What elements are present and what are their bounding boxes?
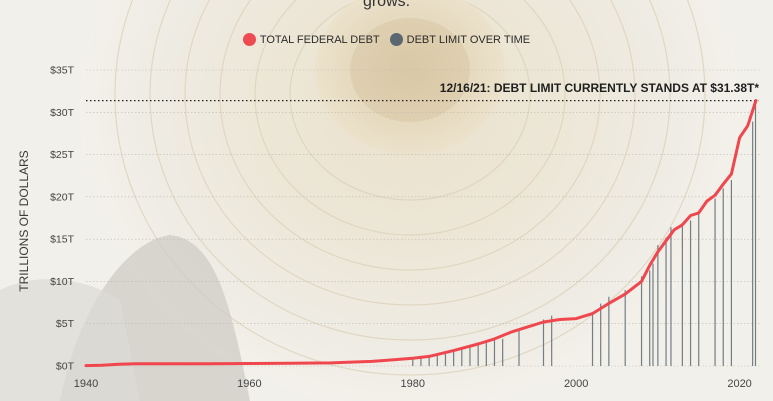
- y-tick-label: $30T: [50, 107, 75, 119]
- legend-item-debt-limit: DEBT LIMIT OVER TIME: [389, 33, 531, 46]
- y-tick-label: $35T: [50, 65, 75, 77]
- legend-item-total-debt: TOTAL FEDERAL DEBT: [242, 33, 380, 46]
- x-tick-label: 1940: [74, 378, 98, 390]
- y-tick-label: $0T: [56, 361, 75, 373]
- y-tick-label: $15T: [50, 234, 75, 246]
- x-tick-label: 2000: [564, 378, 588, 390]
- x-tick-label: 1980: [401, 378, 425, 390]
- x-tick-label: 1960: [237, 378, 261, 390]
- y-tick-label: $25T: [50, 149, 75, 161]
- legend: TOTAL FEDERAL DEBT DEBT LIMIT OVER TIME: [0, 33, 773, 46]
- total-debt-line: [84, 99, 758, 368]
- y-tick-label: $10T: [50, 276, 75, 288]
- legend-label-total-debt: TOTAL FEDERAL DEBT: [259, 33, 380, 46]
- debt-limit-annotation: 12/16/21: DEBT LIMIT CURRENTLY STANDS AT…: [439, 81, 759, 95]
- subtitle-tail: grows.: [362, 0, 411, 10]
- legend-dot-total-debt: [242, 33, 256, 46]
- legend-label-debt-limit: DEBT LIMIT OVER TIME: [406, 33, 531, 46]
- y-tick-label: $5T: [56, 318, 75, 330]
- y-tick-label: $20T: [50, 191, 75, 203]
- legend-dot-debt-limit: [389, 33, 403, 46]
- x-tick-label: 2020: [727, 378, 751, 390]
